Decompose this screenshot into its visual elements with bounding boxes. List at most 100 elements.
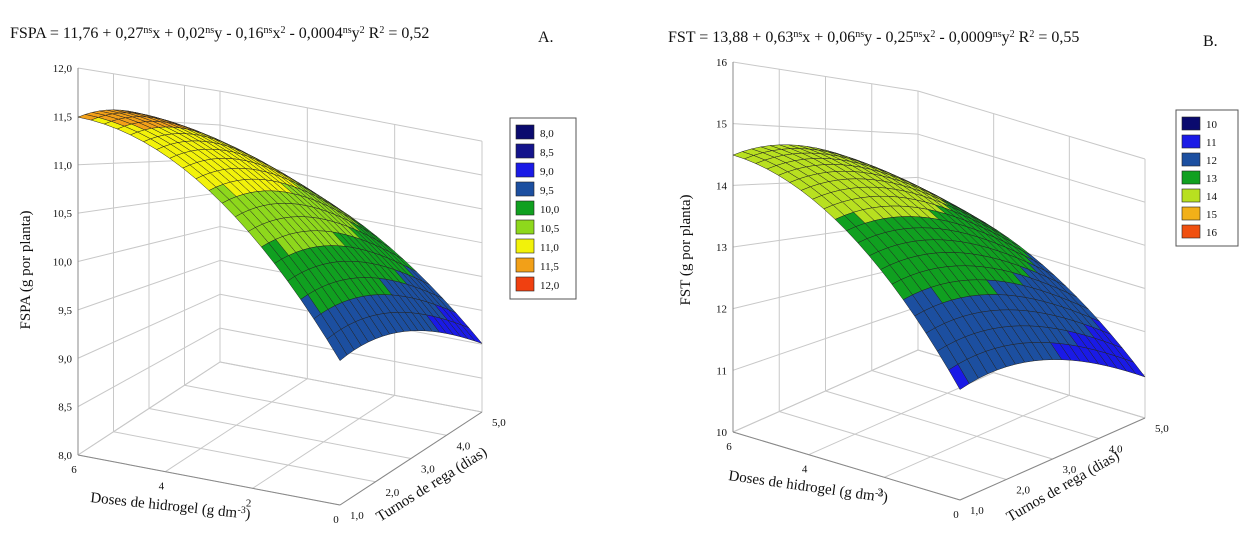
x-tick-label: 2 (246, 497, 252, 509)
x-tick-label: 4 (802, 464, 808, 476)
text-part: - 0,0004 (285, 25, 342, 42)
text-part: y (352, 25, 360, 42)
y-tick-label: 1,0 (350, 510, 364, 522)
y-tick-label: 1,0 (970, 505, 984, 517)
legend-swatch (515, 276, 535, 292)
y-grid-line (148, 408, 412, 459)
equation-title: FST = 13,88 + 0,63nsx + 0,06nsy - 0,25ns… (668, 29, 1079, 47)
text-part: x (922, 29, 930, 46)
legend-label: 9,0 (540, 166, 554, 178)
z-tick-label: 9,0 (58, 353, 72, 365)
legend-label: 12 (1206, 155, 1217, 167)
z-axis-label: FSPA (g por planta) (18, 210, 34, 329)
z-tick-label: 14 (716, 180, 728, 192)
y-axis (959, 417, 1146, 501)
legend-swatch (1181, 224, 1201, 239)
z-tick-label: 10,5 (53, 208, 73, 220)
text-part: ) (245, 506, 252, 522)
z-tick-label: 13 (716, 242, 728, 254)
surface (77, 109, 483, 362)
x-axis (732, 431, 961, 501)
legend-swatch (515, 181, 535, 197)
superscript: -3 (237, 504, 246, 516)
y-grid-line (184, 384, 447, 436)
y-tick-label: 2,0 (1016, 485, 1030, 497)
surface-cell (326, 333, 348, 362)
legend-swatch (515, 200, 535, 216)
z-grid-line (917, 90, 1146, 160)
legend-label: 11 (1206, 137, 1217, 149)
z-tick-label: 16 (716, 57, 728, 69)
x-axis (77, 454, 341, 506)
superscript: 2 (360, 25, 365, 36)
legend-label: 9,5 (540, 185, 554, 197)
legend-label: 13 (1206, 173, 1218, 185)
superscript: -3 (874, 487, 884, 499)
text-part: FST = 13,88 + 0,63 (668, 29, 793, 46)
panel-label: A. (538, 29, 554, 46)
x-tick-label: 0 (953, 509, 959, 521)
z-grid-line (917, 133, 1146, 203)
legend-label: 12,0 (540, 280, 560, 292)
legend-label: 15 (1206, 209, 1218, 221)
legend-label: 8,0 (540, 128, 554, 140)
z-tick-label: 11 (716, 365, 727, 377)
y-tick-label: 5,0 (492, 417, 506, 429)
superscript: ns (793, 29, 802, 40)
legend-label: 14 (1206, 191, 1218, 203)
y-tick-label: 4,0 (457, 440, 471, 452)
superscript: 2 (1010, 29, 1015, 40)
legend-swatch (1181, 116, 1201, 131)
superscript: 2 (280, 25, 285, 36)
legend-swatch (1181, 170, 1201, 185)
superscript: ns (855, 29, 864, 40)
text-part: x (272, 25, 280, 42)
legend-label: 11,0 (540, 242, 559, 254)
x-axis-label: Doses de hidrogel (g dm-3) (727, 467, 889, 507)
z-grid-line (219, 124, 483, 176)
superscript: ns (264, 25, 273, 36)
text-part: R (365, 25, 380, 42)
z-tick-label: 12 (716, 304, 727, 316)
y-grid-line (113, 431, 376, 483)
y-tick-label: 4,0 (1109, 444, 1123, 456)
text-part: x + 0,02 (152, 25, 205, 42)
y-grid-line (779, 411, 1007, 480)
z-tick-label: 11,0 (53, 160, 72, 172)
equation-title: FSPA = 11,76 + 0,27nsx + 0,02nsy - 0,16n… (10, 25, 429, 43)
superscript: 2 (930, 29, 935, 40)
z-tick-label: 8,5 (58, 402, 72, 414)
x-tick-label: 2 (878, 486, 884, 498)
z-tick-label: 10,0 (53, 257, 73, 269)
y-grid-line (871, 370, 1099, 439)
z-tick-label: 9,5 (58, 305, 72, 317)
text-part: x + 0,06 (802, 29, 855, 46)
y-tick-label: 3,0 (1063, 464, 1077, 476)
legend-label: 16 (1206, 227, 1218, 239)
y-tick-label: 3,0 (421, 464, 435, 476)
legend-label: 8,5 (540, 147, 554, 159)
z-grid-line (219, 90, 483, 142)
legend-label: 10,0 (540, 204, 560, 216)
text-part: ) (882, 490, 889, 507)
superscript: ns (914, 29, 923, 40)
text-part: R (1015, 29, 1030, 46)
y-grid-line (825, 390, 1053, 460)
z-tick-label: 15 (716, 119, 728, 131)
y-axis (339, 411, 483, 506)
text-part: y - 0,16 (214, 25, 263, 42)
text-part: y - 0,25 (864, 29, 913, 46)
legend-swatch (515, 219, 535, 235)
x-axis-label: Doses de hidrogel (g dm-3) (90, 489, 252, 523)
legend-label: 10,5 (540, 223, 560, 235)
y-tick-label: 5,0 (1155, 423, 1169, 435)
legend-swatch (515, 124, 535, 140)
z-tick-label: 12,0 (53, 63, 73, 75)
surface (732, 144, 1146, 390)
x-tick-label: 6 (71, 464, 77, 476)
legend-label: 10 (1206, 119, 1218, 131)
text-part: y (1002, 29, 1010, 46)
y-grid-line (219, 361, 483, 413)
legend-swatch (515, 257, 535, 273)
